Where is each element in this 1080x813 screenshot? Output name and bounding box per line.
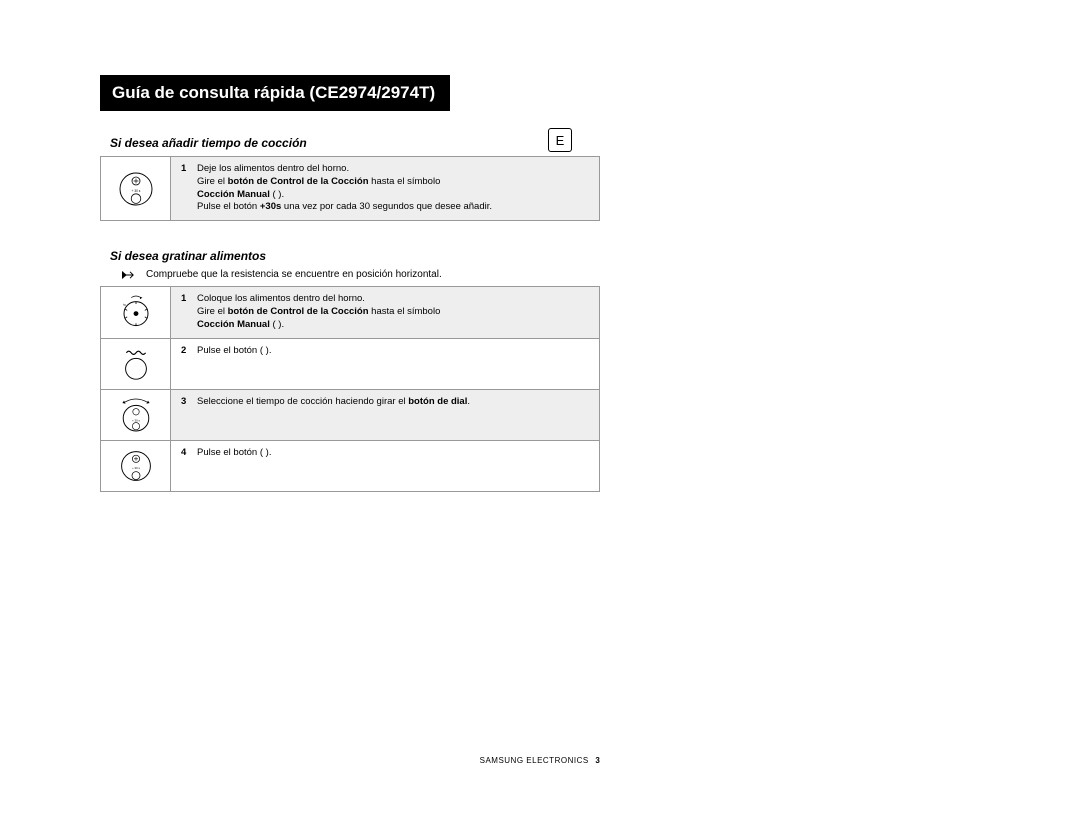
step-text: Coloque los alimentos dentro del horno. … [197, 293, 589, 331]
section1-heading: Si desea añadir tiempo de cocción [110, 136, 980, 150]
svg-text:kg: kg [123, 304, 126, 307]
step-number: 1 [181, 293, 189, 306]
pointer-arrow-icon [122, 270, 138, 280]
footer-brand: SAMSUNG ELECTRONICS [480, 756, 589, 765]
step-text: Deje los alimentos dentro del horno. Gir… [197, 163, 589, 214]
svg-text:+ 30 s: + 30 s [132, 466, 140, 470]
step-number: 2 [181, 345, 189, 358]
step-text: Seleccione el tiempo de cocción haciendo… [197, 396, 589, 409]
step-number: 3 [181, 396, 189, 409]
section2-note: Compruebe que la resistencia se encuentr… [122, 269, 980, 280]
section2-step3: + 30 s 3 Seleccione el tiempo de cocción… [100, 390, 600, 441]
step-number: 1 [181, 163, 189, 176]
start-dial-icon: + 30 s [101, 441, 171, 491]
mode-dial-icon: kg [101, 287, 171, 337]
page-title: Guía de consulta rápida (CE2974/2974T) [100, 75, 450, 111]
dial-30s-icon: + 30 s [101, 157, 171, 220]
grill-button-icon [101, 339, 171, 389]
page-footer: SAMSUNG ELECTRONICS 3 [0, 756, 1080, 765]
svg-text:+ 30 s: + 30 s [132, 418, 140, 422]
language-badge: E [548, 128, 572, 152]
section1-step1: + 30 s 1 Deje los alimentos dentro del h… [100, 156, 600, 221]
section2-step2: 2 Pulse el botón ( ). [100, 339, 600, 390]
section2-heading: Si desea gratinar alimentos [110, 249, 980, 263]
section2-step1: kg 1 Coloque los alimentos dentro del ho… [100, 286, 600, 338]
svg-text:+ 30 s: + 30 s [131, 189, 140, 193]
page-number: 3 [595, 756, 600, 765]
step-number: 4 [181, 447, 189, 460]
step-text: Pulse el botón ( ). [197, 345, 589, 358]
step-text: Pulse el botón ( ). [197, 447, 589, 460]
section2-step4: + 30 s 4 Pulse el botón ( ). [100, 441, 600, 492]
dial-rotate-icon: + 30 s [101, 390, 171, 440]
